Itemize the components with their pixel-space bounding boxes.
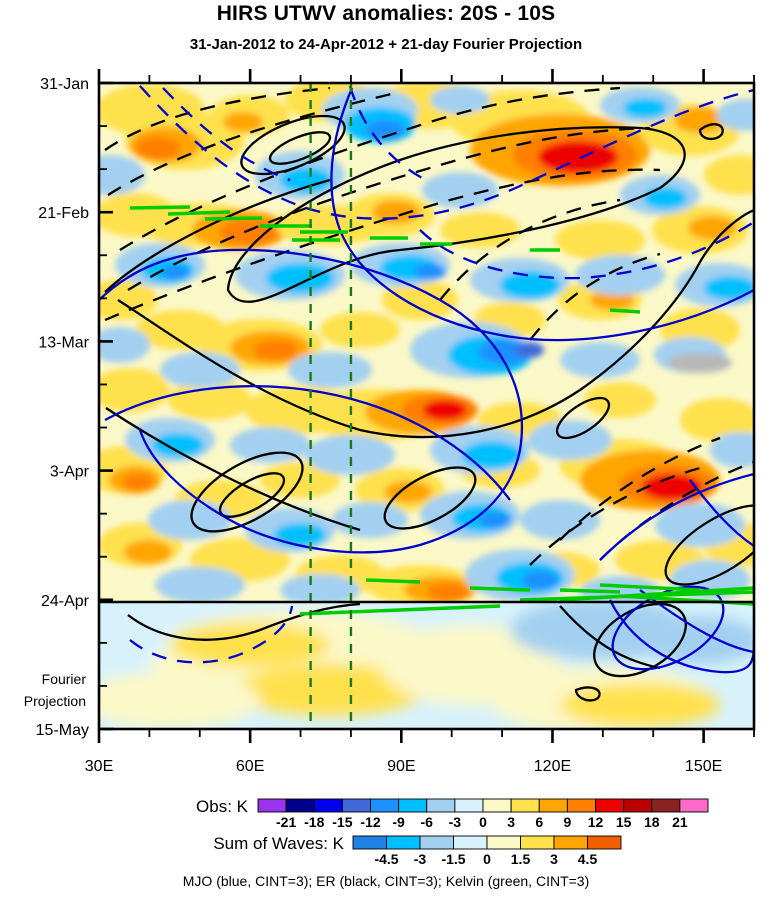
colorbar-tick-label: -6	[421, 814, 434, 830]
colorbar-swatch	[386, 835, 421, 850]
colorbar-swatch	[398, 798, 428, 813]
colorbar-tick-label: 9	[563, 814, 571, 830]
colorbar-tick-label: 4.5	[578, 851, 598, 867]
colorbar-swatch	[426, 798, 456, 813]
reference-lines	[309, 83, 353, 729]
colorbar-tick-label: -9	[392, 814, 405, 830]
colorbar-tick-label: 18	[644, 814, 660, 830]
y-tick-label: 21-Feb	[38, 205, 89, 222]
colorbar-title: Obs: K	[196, 797, 249, 816]
colorbar-swatch	[454, 798, 484, 813]
colorbar-swatch	[587, 835, 622, 850]
y-tick-label: 3-Apr	[50, 464, 90, 481]
colorbar-tick-label: 3	[550, 851, 558, 867]
y-axis: 31-Jan 21-Feb 13-Mar 3-Apr 24-Apr 15-May	[36, 76, 113, 739]
x-tick-label: 30E	[85, 758, 113, 775]
fourier-label-line1: Fourier	[42, 671, 87, 687]
page-title: HIRS UTWV anomalies: 20S - 10S	[216, 2, 556, 25]
fourier-label-line2: Projection	[24, 693, 86, 709]
er-contours	[104, 86, 754, 702]
colorbar-swatch	[370, 798, 400, 813]
colorbar-swatch	[595, 798, 625, 813]
colorbar-swatch	[453, 835, 488, 850]
colorbar-tick-label: -3	[414, 851, 427, 867]
colorbar-swatch	[520, 835, 555, 850]
y-tick-label: 15-May	[36, 722, 89, 739]
colorbar-swatch	[566, 798, 596, 813]
colorbar-swatch	[352, 835, 387, 850]
contour-overlays	[99, 85, 754, 702]
colorbar-swatch	[623, 798, 653, 813]
colorbar-swatch	[510, 798, 540, 813]
y-tick-label: 13-Mar	[38, 334, 89, 351]
colorbar-title: Sum of Waves: K	[213, 834, 344, 853]
colorbar-tick-label: 6	[535, 814, 543, 830]
colorbar-tick-label: -4.5	[374, 851, 398, 867]
colorbar-swatch	[419, 835, 454, 850]
colorbar-tick-label: 15	[616, 814, 632, 830]
colorbar-tick-label: 0	[479, 814, 487, 830]
colorbar-swatch	[482, 798, 512, 813]
colorbar-swatch	[651, 798, 681, 813]
colorbar-tick-label: -12	[360, 814, 380, 830]
plot-frame	[97, 81, 756, 731]
colorbar-tick-label: 12	[588, 814, 604, 830]
fourier-projection-field	[99, 600, 754, 729]
colorbar-tick-label: 21	[672, 814, 688, 830]
contour-legend-caption: MJO (blue, CINT=3); ER (black, CINT=3); …	[183, 873, 590, 889]
x-axis: 30E 60E 90E 120E 150E	[85, 69, 755, 775]
colorbar-swatch	[341, 798, 371, 813]
colorbar-tick-label: -18	[304, 814, 324, 830]
colorbar-tick-label: 0	[483, 851, 491, 867]
x-tick-label: 150E	[685, 758, 722, 775]
page-subtitle: 31-Jan-2012 to 24-Apr-2012 + 21-day Four…	[189, 36, 583, 53]
colorbar-tick-label: -1.5	[441, 851, 465, 867]
x-tick-label: 60E	[236, 758, 264, 775]
colorbar-swatch	[285, 798, 315, 813]
colorbar-tick-label: 3	[507, 814, 515, 830]
colorbar-tick-label: 1.5	[511, 851, 531, 867]
x-tick-label: 120E	[534, 758, 571, 775]
colorbar-tick-label: -3	[449, 814, 462, 830]
colorbar-swatch	[553, 835, 588, 850]
colorbar-swatch	[679, 798, 709, 813]
colorbar-sum-of-waves: Sum of Waves: K -4.5 -3 -1.5 0 1.5 3 4.5	[213, 834, 622, 867]
colorbar-swatch	[486, 835, 521, 850]
colorbar-tick-label: -21	[276, 814, 296, 830]
colorbar-obs: Obs: K -21 -18 -15 -12 -9 -6 -3 0 3 6 9 12 15 18 21	[196, 797, 709, 830]
y-tick-label: 24-Apr	[41, 593, 90, 610]
x-tick-label: 90E	[387, 758, 415, 775]
colorbar-swatch	[313, 798, 343, 813]
colorbar-swatch	[538, 798, 568, 813]
colorbar-swatch	[257, 798, 287, 813]
y-tick-label: 31-Jan	[40, 76, 89, 93]
colorbar-tick-label: -15	[332, 814, 352, 830]
